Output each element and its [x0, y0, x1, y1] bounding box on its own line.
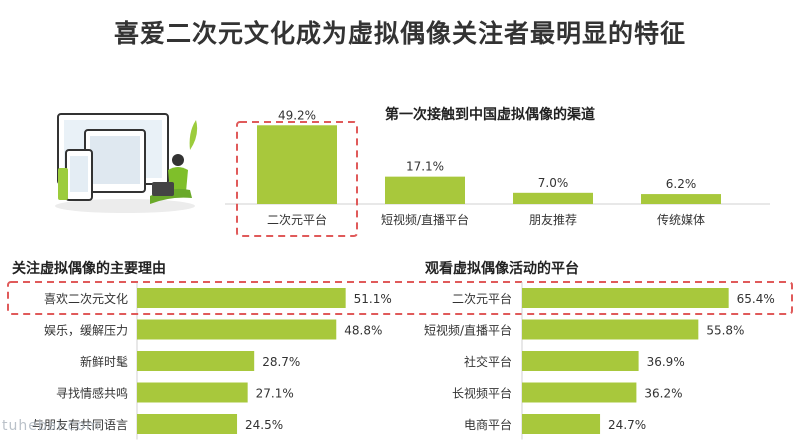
bar [257, 125, 337, 204]
bar [522, 319, 699, 340]
data-label: 36.2% [644, 387, 682, 401]
bar [137, 351, 255, 371]
tick-label: 娱乐，缓解压力 [44, 324, 128, 338]
data-label: 65.4% [737, 292, 775, 306]
tick-label: 电商平台 [464, 417, 512, 432]
data-label: 24.5% [245, 418, 283, 432]
data-label: 55.8% [706, 324, 744, 338]
bar [522, 351, 639, 371]
data-label: 28.7% [262, 355, 300, 369]
data-label: 49.2% [278, 108, 316, 122]
chart-title-watch-platforms: 观看虚拟偶像活动的平台 [425, 261, 579, 277]
watermark: tuhebai.com [2, 418, 101, 434]
bar [137, 288, 346, 308]
tick-label: 二次元平台 [267, 212, 327, 227]
data-label: 27.1% [256, 387, 294, 401]
tick-label: 喜欢二次元文化 [44, 291, 128, 306]
highlight-box [236, 121, 358, 237]
bar [137, 382, 248, 403]
data-label: 48.8% [344, 324, 382, 338]
bar [513, 192, 593, 204]
chart-title-first-contact: 第一次接触到中国虚拟偶像的渠道 [385, 107, 595, 123]
tick-label: 朋友推荐 [529, 213, 577, 227]
tick-label: 短视频/直播平台 [424, 323, 512, 338]
data-label: 24.7% [608, 418, 646, 432]
tick-label: 长视频平台 [452, 386, 512, 401]
bar [522, 382, 637, 403]
highlight-box [7, 281, 793, 315]
bar [137, 319, 337, 340]
bar [522, 288, 729, 308]
bar [641, 194, 721, 204]
data-label: 6.2% [666, 177, 697, 191]
person-with-devices-illustration [55, 113, 198, 213]
data-label: 7.0% [538, 176, 569, 190]
page-title: 喜爱二次元文化成为虚拟偶像关注者最明显的特征 [113, 19, 686, 48]
data-label: 36.9% [647, 355, 685, 369]
bar [522, 414, 601, 434]
data-label: 17.1% [406, 160, 444, 174]
tick-label: 新鲜时髦 [80, 354, 128, 369]
tick-label: 社交平台 [464, 354, 512, 369]
tick-label: 短视频/直播平台 [381, 212, 469, 227]
data-label: 51.1% [354, 292, 392, 306]
bar [385, 176, 465, 204]
tick-label: 寻找情感共鸣 [56, 386, 128, 401]
tick-label: 与朋友有共同语言 [32, 418, 128, 432]
tick-label: 二次元平台 [452, 291, 512, 306]
bar [137, 414, 238, 434]
tick-label: 传统媒体 [657, 212, 705, 227]
chart-title-follow-reasons: 关注虚拟偶像的主要理由 [12, 261, 166, 277]
